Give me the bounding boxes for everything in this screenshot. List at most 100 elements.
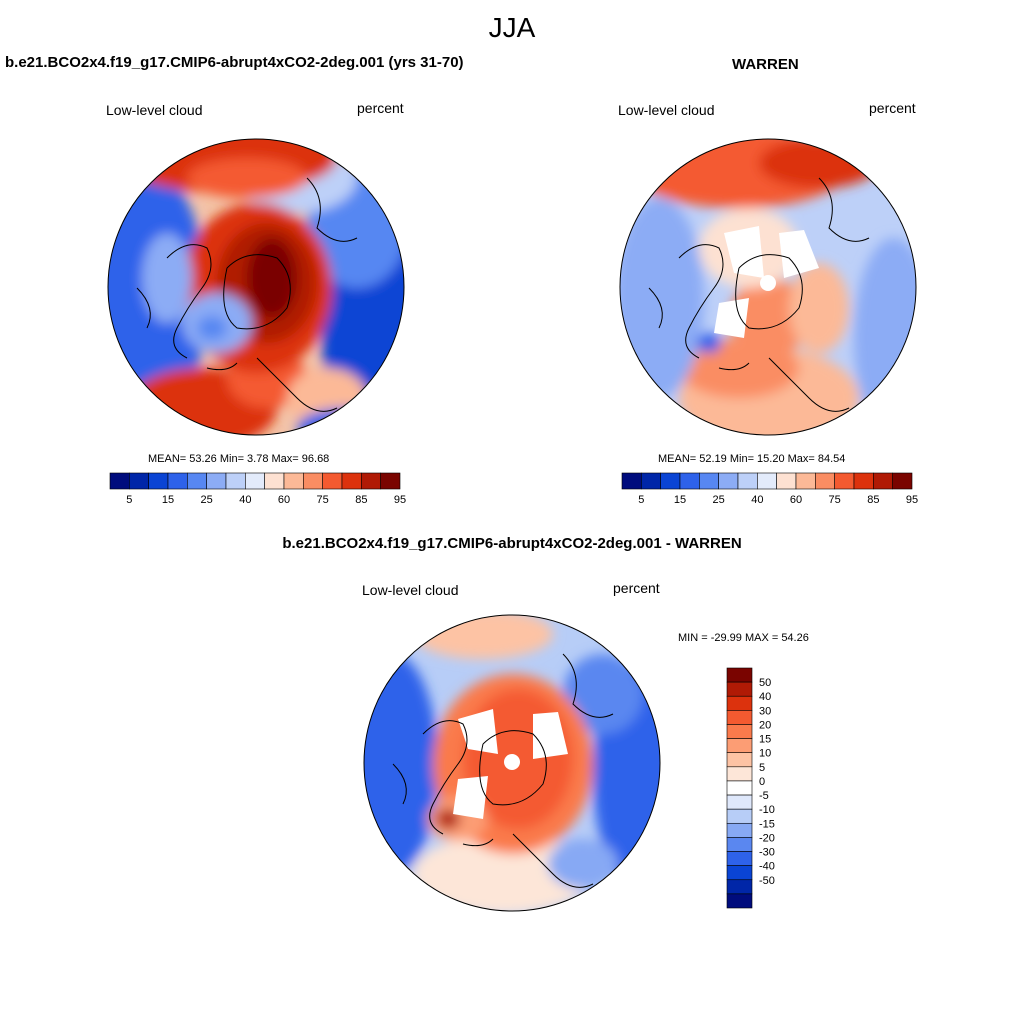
obs-colorbar-tick-label: 75	[829, 494, 841, 506]
model-colorbar-tick-label: 85	[355, 494, 367, 506]
diff-colorbar-tick-label: -30	[759, 847, 775, 859]
diff-coastlines	[392, 653, 614, 888]
obs-colorbar-tick-label: 40	[751, 494, 763, 506]
diff-colorbar-box	[726, 738, 753, 754]
obs-colorbar-box	[873, 472, 893, 490]
diff-colorbar-tick-label: 20	[759, 719, 771, 731]
obs-colorbar-box	[679, 472, 700, 490]
diff-colorbar-tick-label: 30	[759, 705, 771, 717]
model-colorbar-box	[187, 472, 207, 490]
diff-colorbar-box	[726, 766, 753, 782]
diff-colorbar-tick-label: 10	[759, 748, 771, 760]
model-colorbar-box	[167, 472, 188, 490]
diff-colorbar-tick-label: -15	[759, 818, 775, 830]
diff-colorbar-box	[726, 822, 753, 838]
obs-coastlines	[648, 177, 870, 412]
model-colorbar-box	[264, 472, 285, 490]
obs-colorbar: 5 15 25 40 60 75 85 95	[621, 472, 918, 506]
obs-colorbar-tick-label: 60	[790, 494, 802, 506]
diff-colorbar-box	[726, 879, 753, 895]
model-colorbar-tick-label: 75	[317, 494, 329, 506]
model-colorbar-box	[283, 472, 304, 490]
obs-colorbar-tick-label: 85	[867, 494, 879, 506]
diff-colorbar-tick-label: -50	[759, 875, 775, 887]
diff-panel-title: b.e21.BCO2x4.f19_g17.CMIP6-abrupt4xCO2-2…	[282, 535, 742, 552]
diff-units-label: percent	[613, 580, 660, 596]
diff-colorbar-tick-label: -5	[759, 790, 769, 802]
obs-units-label: percent	[869, 100, 916, 116]
obs-colorbar-box	[892, 472, 913, 490]
diff-colorbar-box	[726, 667, 753, 683]
obs-colorbar-box	[621, 472, 642, 490]
diff-colorbar-box	[726, 808, 753, 824]
model-colorbar-box	[245, 472, 265, 490]
model-colorbar-box	[148, 472, 169, 490]
model-map-border	[107, 138, 405, 436]
model-colorbar: 5 15 25 40 60 75 85 95	[109, 472, 406, 506]
diff-colorbar-tick-label: 40	[759, 691, 771, 703]
obs-panel-title: WARREN	[732, 56, 799, 73]
diff-colorbar-box	[726, 695, 753, 711]
obs-colorbar-box	[776, 472, 797, 490]
model-coastlines	[136, 177, 358, 412]
obs-colorbar-box	[834, 472, 855, 490]
diff-colorbar-tick-label: 50	[759, 677, 771, 689]
model-colorbar-tick-label: 95	[394, 494, 406, 506]
diff-colorbar-box	[726, 893, 753, 909]
obs-polar-map	[619, 138, 917, 436]
obs-colorbar-box	[718, 472, 739, 490]
obs-colorbar-tick-label: 25	[713, 494, 725, 506]
model-colorbar-box	[341, 472, 362, 490]
diff-missing-data	[453, 709, 568, 819]
model-colorbar-box	[303, 472, 323, 490]
obs-variable-label: Low-level cloud	[618, 102, 715, 118]
figure-title: JJA	[488, 12, 536, 43]
diff-map-border	[363, 614, 661, 912]
model-colorbar-box	[380, 472, 401, 490]
obs-colorbar-box	[641, 472, 661, 490]
obs-colorbar-box	[757, 472, 777, 490]
diff-colorbar-box	[726, 865, 753, 881]
diff-colorbar-box	[726, 794, 753, 810]
obs-colorbar-box	[795, 472, 816, 490]
model-colorbar-tick-label: 5	[126, 494, 132, 506]
diff-variable-label: Low-level cloud	[362, 582, 459, 598]
model-colorbar-tick-label: 40	[239, 494, 251, 506]
model-colorbar-box	[206, 472, 227, 490]
model-colorbar-tick-label: 15	[162, 494, 174, 506]
obs-colorbar-tick-label: 5	[638, 494, 644, 506]
obs-colorbar-tick-label: 15	[674, 494, 686, 506]
model-colorbar-box	[361, 472, 381, 490]
diff-colorbar-tick-label: 15	[759, 734, 771, 746]
diff-stats: MIN = -29.99 MAX = 54.26	[678, 632, 809, 644]
model-panel-title: b.e21.BCO2x4.f19_g17.CMIP6-abrupt4xCO2-2…	[5, 54, 464, 71]
diff-colorbar-box	[726, 681, 753, 697]
obs-stats: MEAN= 52.19 Min= 15.20 Max= 84.54	[658, 453, 846, 465]
diff-colorbar-box	[726, 851, 753, 866]
diff-colorbar-tick-label: -10	[759, 804, 775, 816]
model-colorbar-tick-label: 25	[201, 494, 213, 506]
diff-colorbar-tick-label: 0	[759, 776, 765, 788]
diff-colorbar-box	[726, 780, 753, 796]
obs-colorbar-box	[853, 472, 874, 490]
diff-colorbar-box	[726, 752, 753, 768]
diff-polar-map	[363, 614, 661, 912]
model-stats: MEAN= 53.26 Min= 3.78 Max= 96.68	[148, 453, 330, 465]
diff-colorbar-box	[726, 710, 753, 725]
model-colorbar-tick-label: 60	[278, 494, 290, 506]
model-colorbar-box	[225, 472, 246, 490]
model-variable-label: Low-level cloud	[106, 102, 203, 118]
diff-colorbar-box	[726, 837, 753, 852]
obs-map-border	[619, 138, 917, 436]
model-colorbar-box	[129, 472, 149, 490]
diff-colorbar-tick-label: -20	[759, 832, 775, 844]
obs-colorbar-tick-label: 95	[906, 494, 918, 506]
obs-colorbar-box	[815, 472, 835, 490]
model-colorbar-box	[109, 472, 130, 490]
model-polar-map	[107, 138, 405, 436]
diff-colorbar-box	[726, 724, 753, 739]
diff-colorbar-tick-label: 5	[759, 762, 765, 774]
model-colorbar-box	[322, 472, 343, 490]
obs-colorbar-box	[660, 472, 681, 490]
